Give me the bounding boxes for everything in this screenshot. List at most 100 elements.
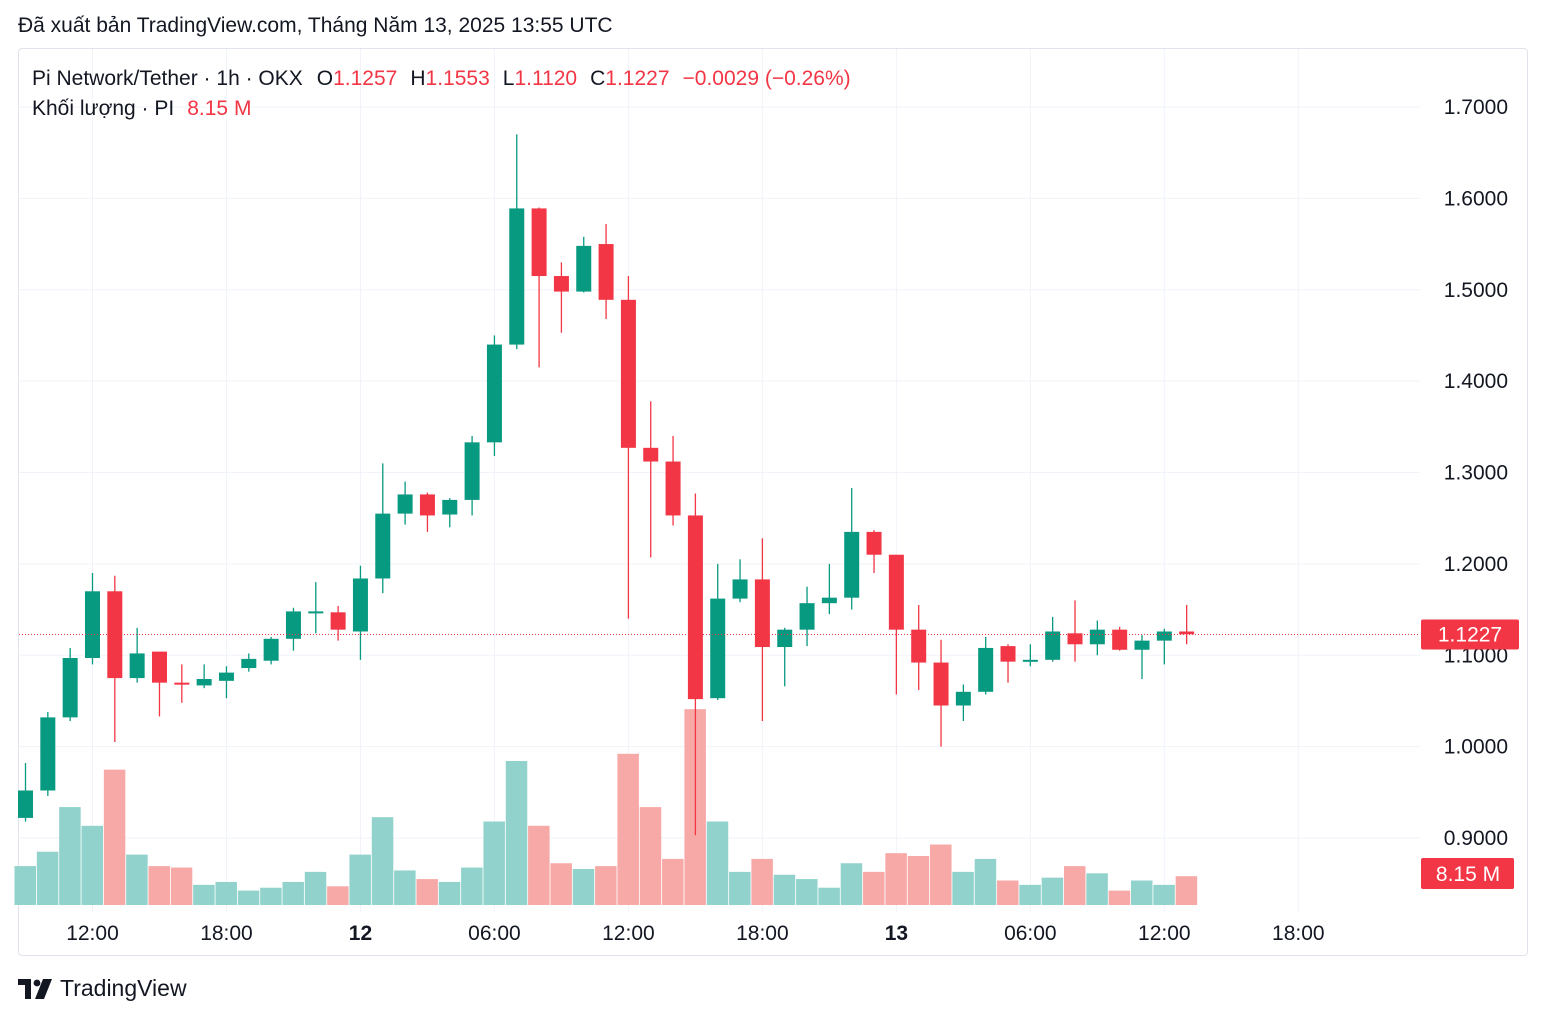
high-value: 1.1553: [425, 67, 490, 90]
time-tick-label: 12:00: [66, 922, 119, 945]
candle-body: [174, 682, 190, 685]
price-tick-label: 1.5000: [1444, 279, 1508, 302]
volume-bar: [706, 821, 729, 905]
volume-bar: [930, 844, 952, 905]
candle-body: [732, 579, 748, 599]
volume-bar: [505, 761, 528, 905]
candle-body: [553, 276, 569, 292]
volume-legend-row: Khối lượng · PI 8.15 M: [32, 94, 851, 124]
candle-body: [1000, 646, 1016, 662]
candle-body: [107, 591, 123, 679]
published-caption: Đã xuất bản TradingView.com, Tháng Năm 1…: [18, 14, 613, 37]
volume-bar: [639, 807, 662, 905]
candle-body: [1022, 659, 1038, 662]
volume-bar: [59, 807, 81, 905]
time-tick-label: 18:00: [736, 922, 789, 945]
candle-body: [285, 611, 301, 639]
candle-body: [1067, 633, 1083, 645]
volume-bar: [103, 769, 126, 905]
time-tick-label: 06:00: [468, 922, 521, 945]
volume-bar: [907, 856, 930, 905]
price-tick-label: 1.1000: [1444, 644, 1508, 667]
candle-body: [352, 578, 368, 632]
volume-bar: [751, 858, 773, 905]
candle-body: [486, 344, 502, 443]
volume-bar: [126, 854, 148, 905]
candle-body: [710, 598, 726, 699]
volume-bar: [1086, 873, 1108, 905]
price-tick-label: 0.9000: [1444, 827, 1508, 850]
candle-body: [40, 717, 56, 791]
candle-body: [241, 658, 257, 669]
candle-body: [509, 208, 525, 345]
candle-body: [1089, 629, 1105, 645]
volume-bar: [349, 854, 371, 905]
volume-bar: [81, 825, 103, 905]
candle-body: [620, 299, 636, 448]
candle-body: [643, 447, 659, 462]
last-volume-label: 8.15 M: [1436, 863, 1500, 886]
time-tick-label: 12: [349, 922, 372, 945]
volume-bar: [148, 866, 170, 905]
volume-bar: [729, 871, 751, 905]
volume-bar: [595, 866, 617, 905]
volume-bar: [1108, 890, 1131, 905]
candle-body: [18, 790, 33, 818]
time-tick-label: 13: [885, 922, 908, 945]
volume-bar: [371, 817, 394, 905]
price-tick-label: 1.3000: [1444, 462, 1508, 485]
candle-body: [464, 442, 480, 500]
candle-body: [419, 494, 435, 516]
price-tick-label: 1.2000: [1444, 553, 1508, 576]
candle-body: [955, 691, 971, 706]
last-volume-badge: [1421, 858, 1514, 889]
volume-bar: [282, 881, 304, 905]
volume-bar: [1041, 877, 1064, 905]
candle-body: [442, 499, 458, 515]
volume-bar: [215, 881, 237, 905]
volume-bar: [327, 886, 349, 905]
volume-value: 8.15 M: [187, 97, 252, 120]
volume-label[interactable]: Khối lượng · PI: [32, 97, 175, 120]
volume-bar: [1064, 866, 1086, 905]
last-price-badge: [1421, 619, 1519, 650]
volume-bar: [572, 869, 595, 905]
volume-bar: [1019, 884, 1041, 905]
volume-bar: [483, 821, 505, 905]
candle-body: [933, 662, 949, 706]
close-value: 1.1227: [605, 67, 670, 90]
volume-bar: [14, 866, 36, 905]
tradingview-logo[interactable]: TradingView: [18, 975, 187, 1002]
volume-bar: [997, 880, 1019, 905]
volume-bar: [1131, 880, 1153, 905]
candle-body: [84, 591, 100, 658]
volume-bar: [438, 881, 461, 905]
close-label: C: [590, 67, 606, 90]
candle-body: [911, 629, 927, 663]
volume-bar: [773, 874, 796, 905]
candle-body: [1112, 629, 1128, 650]
volume-bar: [885, 853, 907, 905]
candle-body: [799, 603, 815, 630]
candle-body: [1134, 640, 1150, 650]
candle-body: [308, 611, 324, 614]
volume-bar: [304, 871, 327, 905]
candle-body: [129, 653, 145, 679]
volume-bar: [974, 858, 997, 905]
candle-body: [1156, 631, 1172, 641]
volume-bar: [36, 851, 59, 905]
candle-body: [62, 657, 78, 718]
symbol-title[interactable]: Pi Network/Tether · 1h · OKX: [32, 67, 303, 90]
candle-body: [754, 579, 770, 648]
candle-body: [263, 638, 279, 661]
price-tick-label: 1.4000: [1444, 370, 1508, 393]
open-label: O: [316, 67, 334, 90]
volume-bar: [528, 825, 550, 905]
volume-bar: [1153, 884, 1175, 905]
candle-body: [844, 531, 860, 598]
candle-body: [665, 461, 681, 516]
low-label: L: [502, 67, 515, 90]
candle-body: [687, 515, 703, 700]
candle-body: [598, 244, 614, 300]
